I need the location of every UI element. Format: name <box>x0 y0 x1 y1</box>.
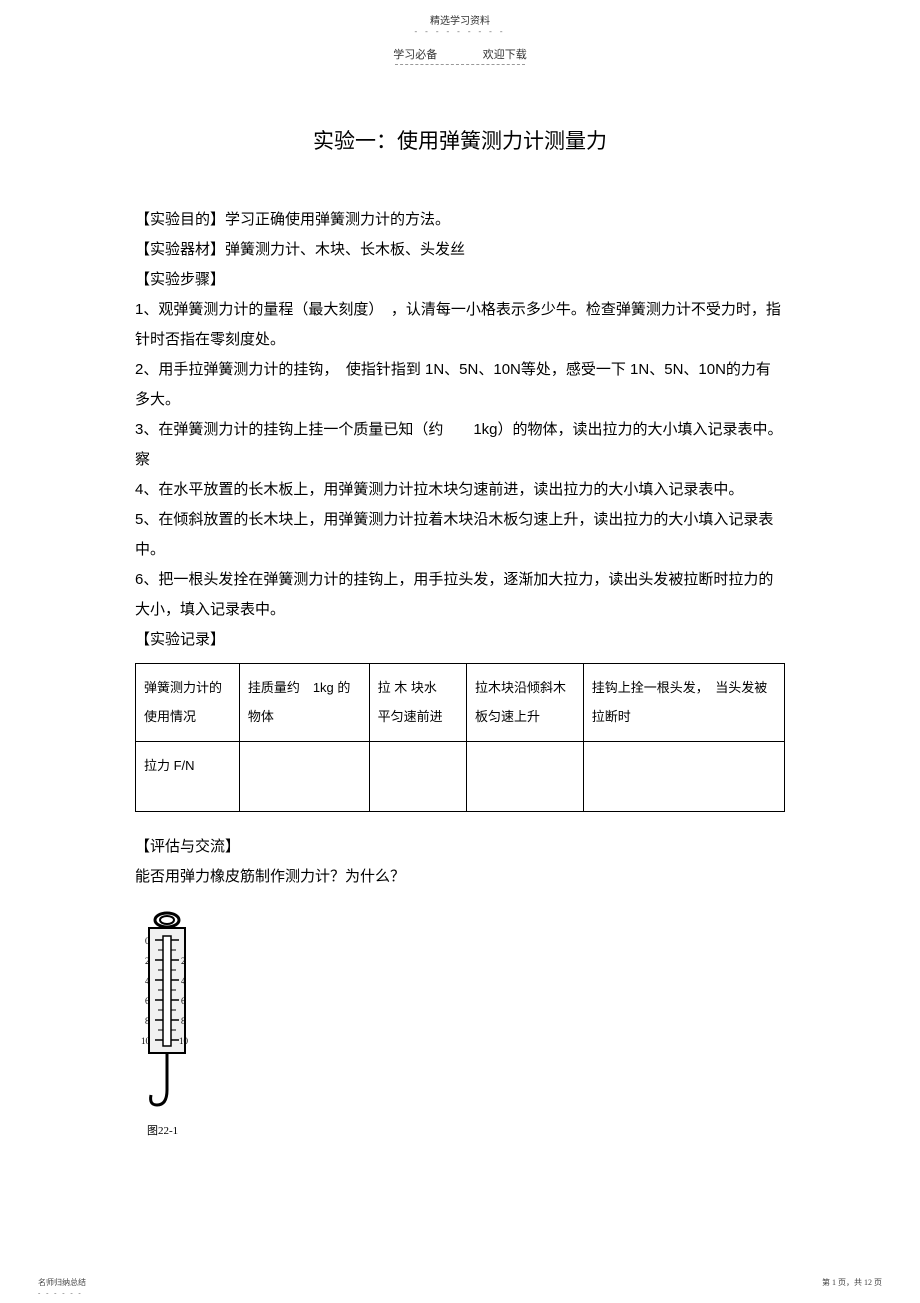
table-cell: 弹簧测力计的使用情况 <box>136 664 240 742</box>
step-2: 2、用手拉弹簧测力计的挂钩， 使指针指到 1N、5N、10N等处，感受一下 1N… <box>135 355 785 415</box>
svg-text:10: 10 <box>141 1036 151 1046</box>
svg-text:4: 4 <box>181 976 186 986</box>
table-row: 弹簧测力计的使用情况 挂质量约 1kg 的物体 拉 木 块水 平匀速前进 拉木块… <box>136 664 785 742</box>
step-6: 6、把一根头发拴在弹簧测力计的挂钩上，用手拉头发，逐渐加大拉力，读出头发被拉断时… <box>135 565 785 625</box>
step-5: 5、在倾斜放置的长木块上，用弹簧测力计拉着木块沿木板匀速上升，读出拉力的大小填入… <box>135 505 785 565</box>
header-sub-left: 学习必备 <box>393 49 437 61</box>
eval-section: 【评估与交流】 能否用弹力橡皮筋制作测力计？为什么？ <box>135 832 785 892</box>
page-title: 实验一：使用弹簧测力计测量力 <box>135 125 785 155</box>
purpose-text: 学习正确使用弹簧测力计的方法。 <box>225 211 450 228</box>
table-cell: 拉力 F/N <box>136 742 240 812</box>
footer-left-dashes: - - - - - - <box>38 1289 83 1297</box>
steps-label: 【实验步骤】 <box>135 265 785 295</box>
step-3: 3、在弹簧测力计的挂钩上挂一个质量已知（约 1kg）的物体，读出拉力的大小填入记… <box>135 415 785 475</box>
record-table: 弹簧测力计的使用情况 挂质量约 1kg 的物体 拉 木 块水 平匀速前进 拉木块… <box>135 663 785 812</box>
equipment-label: 【实验器材】 <box>135 241 225 258</box>
header-top-label: 精选学习资料 <box>0 0 920 27</box>
header-underline <box>395 64 525 65</box>
table-row: 拉力 F/N <box>136 742 785 812</box>
svg-text:10: 10 <box>179 1036 189 1046</box>
table-cell: 挂质量约 1kg 的物体 <box>239 664 369 742</box>
header-dashes: - - - - - - - - - <box>0 27 920 36</box>
svg-text:6: 6 <box>181 996 186 1006</box>
record-label: 【实验记录】 <box>135 625 785 655</box>
svg-text:2: 2 <box>145 956 150 966</box>
svg-text:0: 0 <box>145 936 150 946</box>
svg-text:4: 4 <box>145 976 150 986</box>
purpose-label: 【实验目的】 <box>135 211 225 228</box>
footer-right: 第 1 页，共 12 页 <box>822 1277 882 1288</box>
table-cell: 拉 木 块水 平匀速前进 <box>369 664 466 742</box>
svg-text:2: 2 <box>181 956 186 966</box>
table-cell <box>466 742 583 812</box>
table-cell: 挂钩上拴一根头发， 当头发被拉断时 <box>583 664 784 742</box>
eval-text: 能否用弹力橡皮筋制作测力计？为什么？ <box>135 862 785 892</box>
step-4: 4、在水平放置的长木板上，用弹簧测力计拉木块匀速前进，读出拉力的大小填入记录表中… <box>135 475 785 505</box>
table-cell <box>583 742 784 812</box>
svg-text:6: 6 <box>145 996 150 1006</box>
step-1: 1、观弹簧测力计的量程（最大刻度） ，认清每一小格表示多少牛。检查弹簧测力计不受… <box>135 295 785 355</box>
body-text: 【实验目的】学习正确使用弹簧测力计的方法。 【实验器材】弹簧测力计、木块、长木板… <box>135 205 785 655</box>
svg-text:8: 8 <box>181 1016 186 1026</box>
spring-scale-figure: 0 2 4 6 8 10 2 4 6 8 10 图22-1 <box>135 910 785 1138</box>
table-cell: 拉木块沿倾斜木板匀速上升 <box>466 664 583 742</box>
table-cell <box>369 742 466 812</box>
table-cell <box>239 742 369 812</box>
footer-left: 名师归纳总结 <box>38 1277 86 1288</box>
header-sub: 学习必备 欢迎下载 <box>0 46 920 62</box>
spring-scale-icon: 0 2 4 6 8 10 2 4 6 8 10 <box>135 910 200 1120</box>
eval-label: 【评估与交流】 <box>135 832 785 862</box>
figure-caption: 图22-1 <box>147 1122 785 1138</box>
equipment-text: 弹簧测力计、木块、长木板、头发丝 <box>225 241 465 258</box>
header-sub-right: 欢迎下载 <box>483 49 527 61</box>
svg-text:8: 8 <box>145 1016 150 1026</box>
